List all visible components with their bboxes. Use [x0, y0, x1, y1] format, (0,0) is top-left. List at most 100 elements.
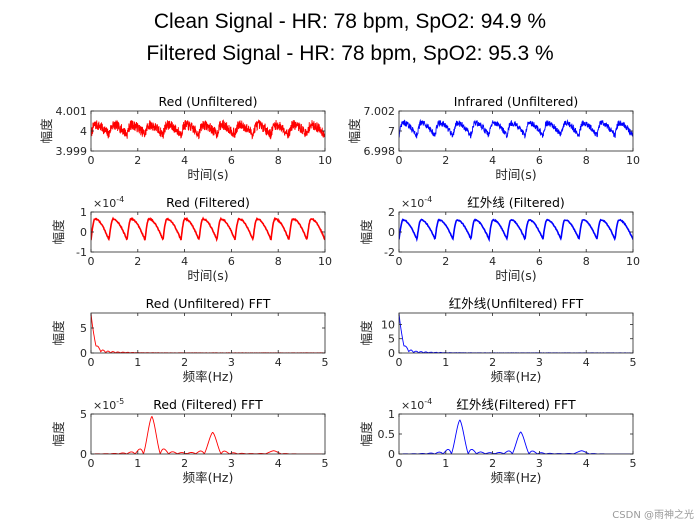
y-tick-label-p6: 5 [388, 333, 395, 346]
x-tick-label-p7: 1 [134, 457, 141, 470]
y-tick-label-p6: 10 [381, 318, 395, 331]
subplot-title-p1: Red (Unfiltered) [159, 94, 258, 109]
subplot-title-p8: 红外线(Filtered) FFT [456, 397, 576, 412]
figure-title-line2: Filtered Signal - HR: 78 bpm, SpO2: 95.3… [146, 42, 554, 65]
x-axis-label-p2: 时间(s) [495, 167, 536, 182]
subplot-p7: 0 1 2 3 4 5 0 5 ×10-5 Red (Filtered) FFT 频率(Hz) 幅度 [51, 397, 329, 485]
x-tick-label-p6: 3 [536, 356, 543, 369]
x-tick-label-p2: 0 [396, 154, 403, 167]
x-tick-label-p3: 0 [88, 255, 95, 268]
axes-box-p5 [90, 312, 326, 354]
x-tick-label-p1: 8 [275, 154, 282, 167]
y-exponent-p3: ×10-4 [93, 195, 124, 210]
x-tick-label-p2: 6 [536, 154, 543, 167]
x-tick-label-p6: 2 [489, 356, 496, 369]
y-axis-label-p1: 幅度 [39, 118, 54, 144]
series-line-p7 [91, 415, 325, 454]
subplot-p2: 0 2 4 6 8 10 6.998 7 7.002 Infrared (Unfiltered) 时… [347, 94, 640, 182]
x-tick-label-p4: 8 [583, 255, 590, 268]
exponent-power: -4 [424, 397, 432, 406]
x-tick-label-p4: 0 [396, 255, 403, 268]
x-tick-label-p1: 2 [134, 154, 141, 167]
x-axis-label-p5: 频率(Hz) [183, 369, 234, 384]
y-tick-label-p2: 7 [388, 125, 395, 138]
y-axis-label-p8: 幅度 [359, 421, 374, 447]
x-tick-label-p7: 4 [275, 457, 282, 470]
y-tick-label-p5: 5 [80, 322, 87, 335]
subplot-title-p6: 红外线(Unfiltered) FFT [449, 296, 584, 311]
y-tick-label-p8: 0 [388, 448, 395, 461]
y-tick-label-p2: 7.002 [364, 105, 396, 118]
subplot-title-p3: Red (Filtered) [166, 195, 250, 210]
x-tick-label-p2: 8 [583, 154, 590, 167]
subplot-p3: 0 2 4 6 8 10-101×10-4 Red (Filtered)时间(s)幅度 [51, 195, 332, 283]
x-tick-label-p5: 3 [228, 356, 235, 369]
y-axis-label-p6: 幅度 [359, 320, 374, 346]
x-tick-label-p8: 2 [489, 457, 496, 470]
subplot-title-p4: 红外线 (Filtered) [467, 195, 565, 210]
figure-title-line1: Clean Signal - HR: 78 bpm, SpO2: 94.9 % [153, 10, 547, 33]
series-line-p5 [91, 313, 325, 353]
exponent-power: -4 [116, 195, 124, 204]
x-tick-label-p7: 3 [228, 457, 235, 470]
x-axis-label-p8: 频率(Hz) [491, 470, 542, 485]
y-exponent-p8: ×10-4 [401, 397, 432, 412]
x-tick-label-p1: 0 [88, 154, 95, 167]
y-exponent-p7: ×10-5 [93, 397, 124, 412]
axes-box-p6 [398, 312, 634, 354]
y-tick-label-p4: 0 [388, 226, 395, 239]
x-tick-label-p6: 0 [396, 356, 403, 369]
x-tick-label-p3: 4 [181, 255, 188, 268]
x-tick-label-p4: 6 [536, 255, 543, 268]
exponent-base: ×10 [401, 399, 424, 412]
x-tick-label-p5: 4 [275, 356, 282, 369]
axes-box-p7 [90, 413, 326, 455]
x-tick-label-p6: 5 [630, 356, 637, 369]
y-tick-label-p7: 0 [80, 448, 87, 461]
exponent-base: ×10 [93, 197, 116, 210]
y-tick-label-p1: 3.999 [56, 145, 88, 158]
x-tick-label-p2: 4 [489, 154, 496, 167]
y-tick-label-p3: 1 [80, 206, 87, 219]
x-tick-label-p5: 5 [322, 356, 329, 369]
x-tick-label-p7: 0 [88, 457, 95, 470]
x-tick-label-p7: 2 [181, 457, 188, 470]
x-tick-label-p8: 0 [396, 457, 403, 470]
x-axis-label-p4: 时间(s) [495, 268, 536, 283]
exponent-base: ×10 [93, 399, 116, 412]
y-axis-label-p5: 幅度 [51, 320, 66, 346]
x-tick-label-p3: 2 [134, 255, 141, 268]
x-tick-label-p5: 2 [181, 356, 188, 369]
x-axis-label-p7: 频率(Hz) [183, 470, 234, 485]
watermark: CSDN @雨神之光 [612, 510, 694, 521]
y-axis-label-p3: 幅度 [51, 219, 66, 245]
series-line-p2 [399, 118, 633, 139]
x-tick-label-p6: 4 [583, 356, 590, 369]
y-tick-label-p5: 0 [80, 347, 87, 360]
x-tick-label-p8: 5 [630, 457, 637, 470]
y-tick-label-p1: 4 [80, 125, 87, 138]
x-tick-label-p1: 6 [228, 154, 235, 167]
x-tick-label-p8: 4 [583, 457, 590, 470]
x-tick-label-p3: 8 [275, 255, 282, 268]
y-tick-label-p4: 2 [388, 206, 395, 219]
x-tick-label-p2: 2 [442, 154, 449, 167]
series-line-p1 [91, 118, 325, 140]
x-axis-label-p3: 时间(s) [187, 268, 228, 283]
y-tick-label-p3: -1 [76, 246, 87, 259]
y-tick-label-p8: 0.5 [378, 428, 396, 441]
exponent-power: -5 [116, 397, 124, 406]
x-tick-label-p2: 10 [626, 154, 640, 167]
x-tick-label-p8: 3 [536, 457, 543, 470]
x-tick-label-p4: 4 [489, 255, 496, 268]
x-axis-label-p1: 时间(s) [187, 167, 228, 182]
y-tick-label-p7: 5 [80, 408, 87, 421]
x-tick-label-p7: 5 [322, 457, 329, 470]
axes-box-p8 [398, 413, 634, 455]
y-axis-label-p7: 幅度 [51, 421, 66, 447]
y-tick-label-p1: 4.001 [56, 105, 88, 118]
y-tick-label-p2: 6.998 [364, 145, 396, 158]
x-tick-label-p5: 1 [134, 356, 141, 369]
